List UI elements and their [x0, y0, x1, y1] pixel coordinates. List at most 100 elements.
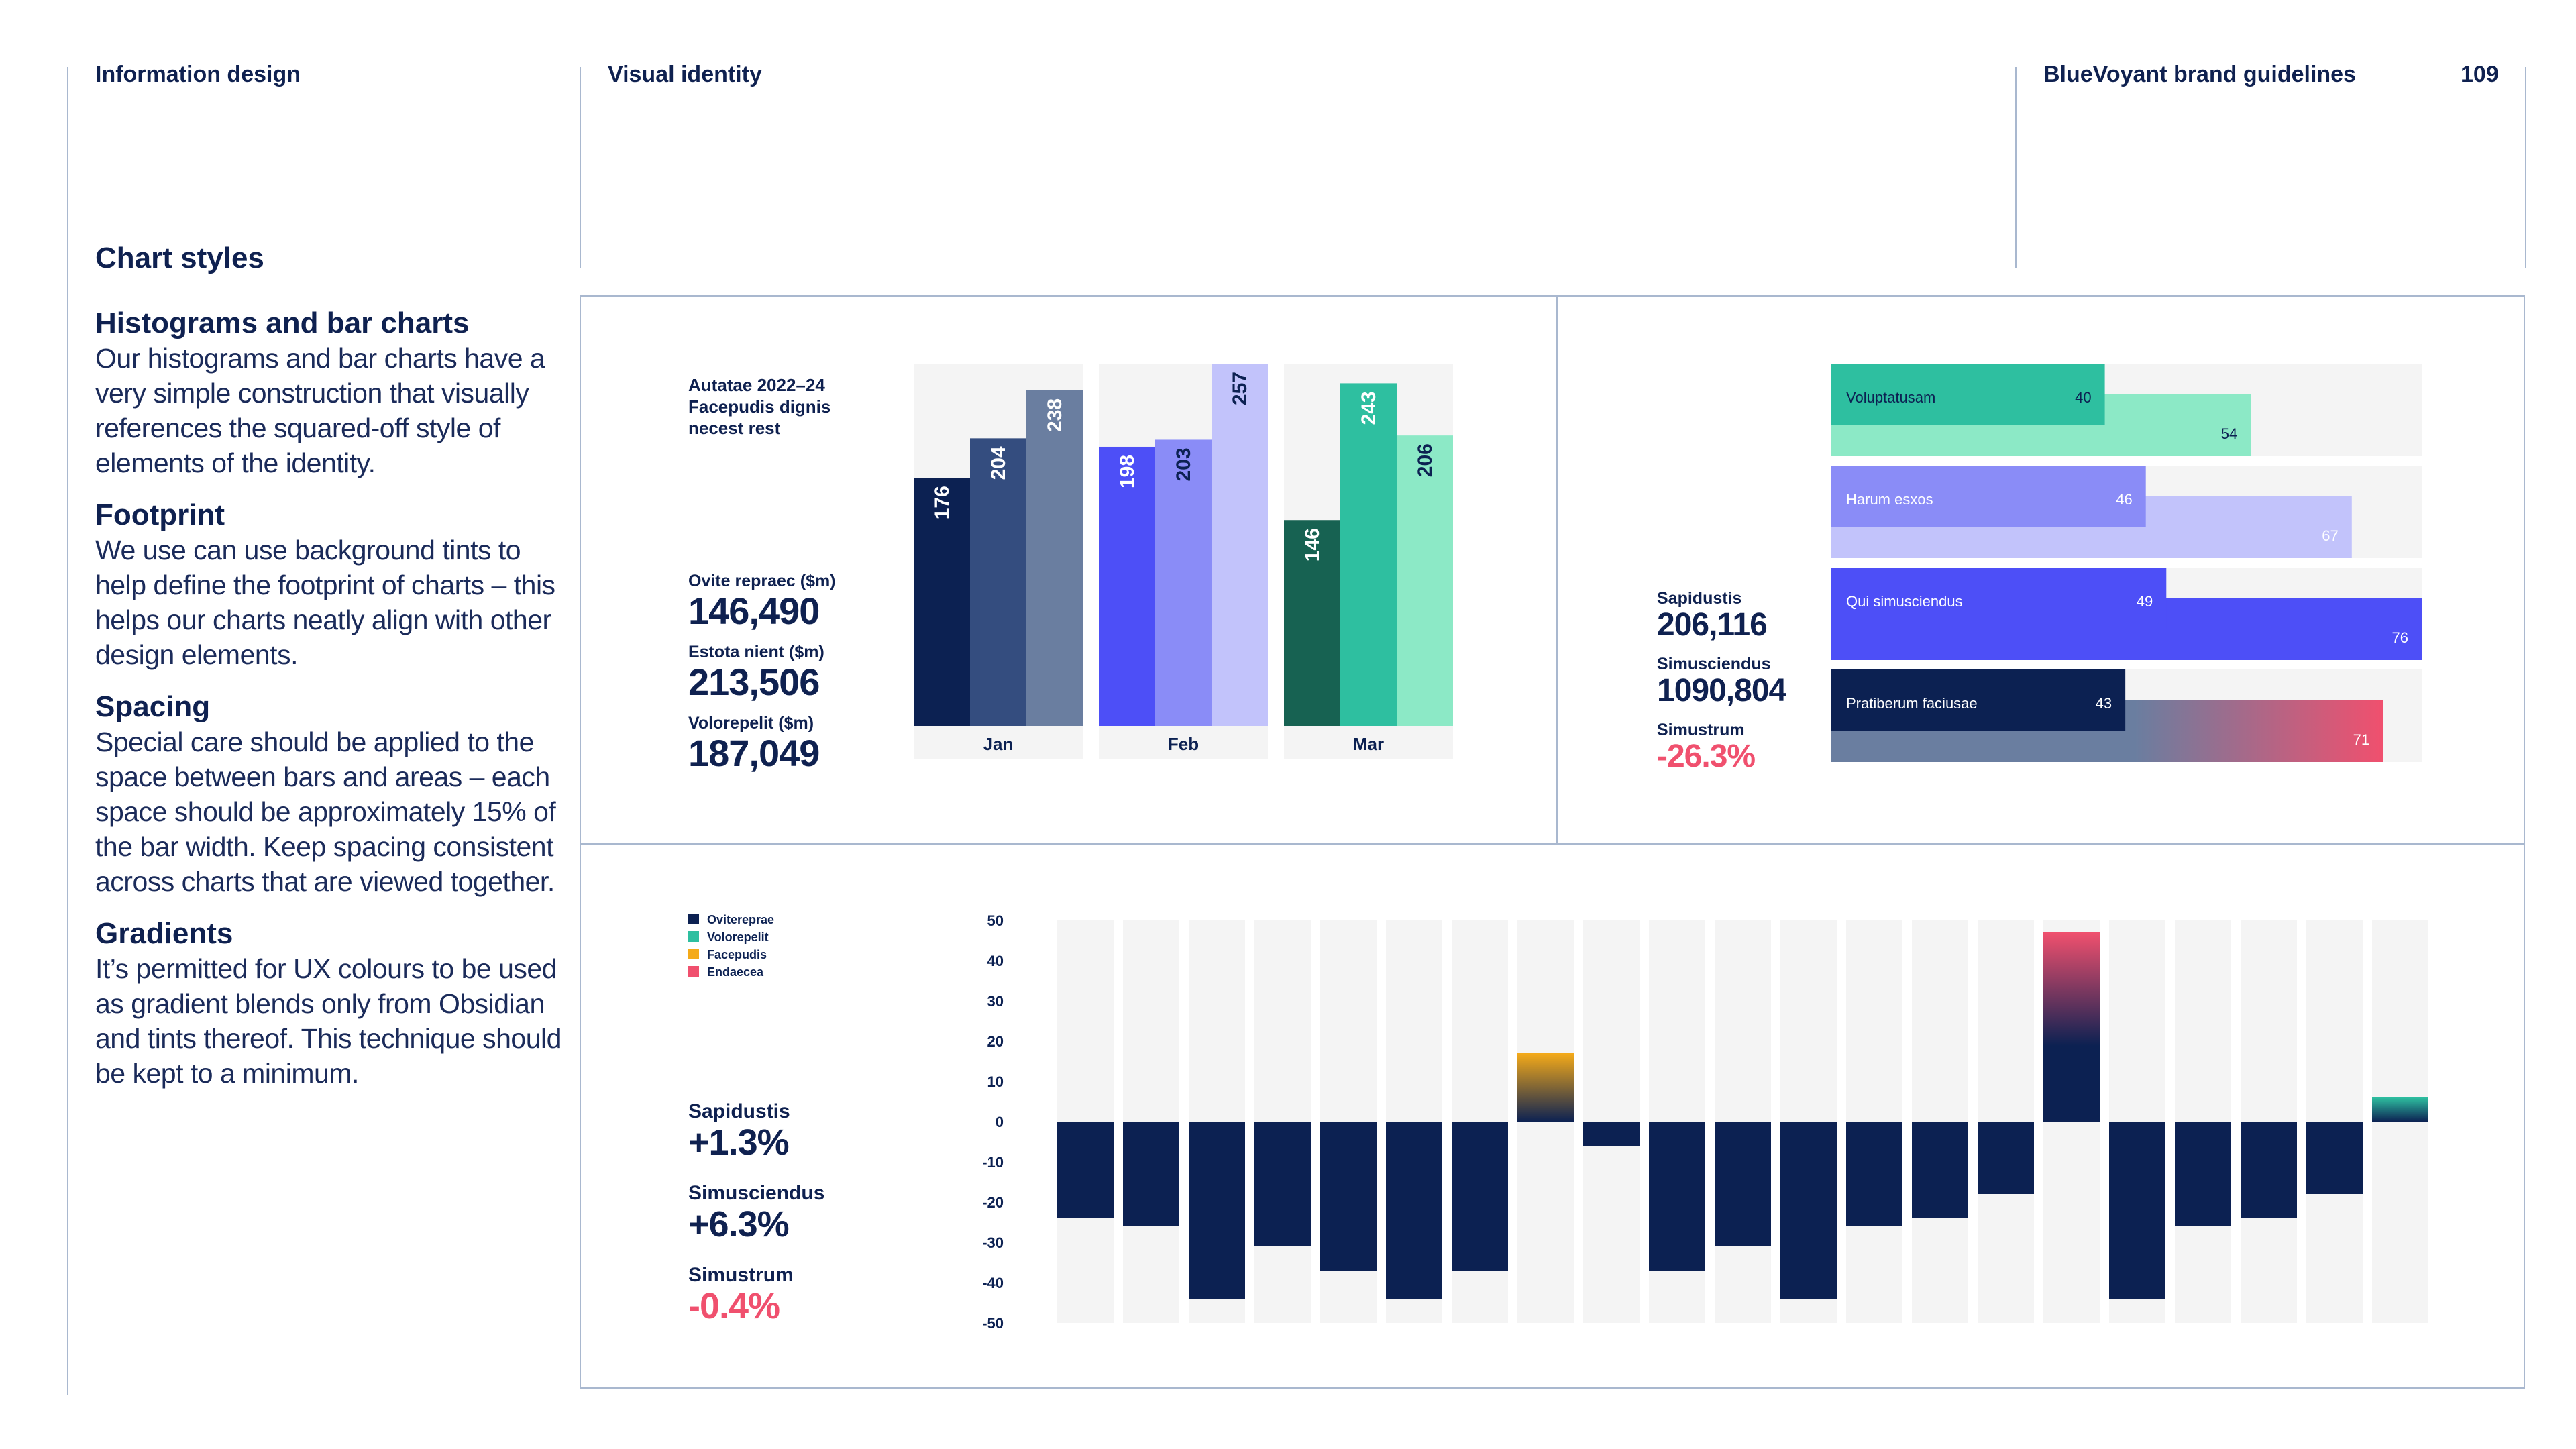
- category-label: Jan: [983, 734, 1014, 754]
- y-tick-label: 40: [987, 953, 1004, 969]
- bar: [2175, 1122, 2231, 1226]
- bar-value-label: 198: [1116, 455, 1138, 488]
- bar-value-label: 71: [2353, 731, 2369, 748]
- panel1-stat-value: 146,490: [688, 590, 820, 632]
- y-tick-label: -30: [982, 1234, 1004, 1251]
- bar: [1284, 520, 1340, 726]
- bar-label: Qui simusciendus: [1846, 593, 1963, 610]
- bar-value-label: 203: [1173, 447, 1195, 481]
- legend-swatch: [688, 966, 699, 977]
- panel3-stat-value: +1.3%: [688, 1122, 790, 1163]
- block-heading: Histograms and bar charts: [95, 307, 470, 339]
- rule-col3: [2015, 67, 2017, 268]
- y-tick-label: -10: [982, 1154, 1004, 1171]
- block-heading: Spacing: [95, 690, 211, 723]
- y-tick-label: -50: [982, 1315, 1004, 1330]
- bar: [914, 478, 970, 726]
- y-tick-label: 10: [987, 1073, 1004, 1090]
- bar: [1386, 1122, 1442, 1299]
- bar: [1026, 390, 1083, 726]
- frame-divider-vertical: [1556, 297, 1558, 843]
- bar: [1099, 446, 1155, 726]
- bar: [1212, 364, 1268, 726]
- panel3-stat-value: -0.4%: [688, 1286, 780, 1326]
- bar-value-label: 43: [2096, 695, 2112, 712]
- bar-value-label: 49: [2137, 593, 2153, 610]
- legend-label: Volorepelit: [707, 930, 769, 944]
- bar: [1254, 1122, 1311, 1246]
- legend-label: Ovitereprae: [707, 914, 774, 926]
- y-tick-label: 0: [996, 1114, 1004, 1130]
- bar: [1978, 1122, 2034, 1194]
- bar: [1517, 1053, 1574, 1122]
- bar-value-label: 46: [2116, 491, 2132, 508]
- panel1-stat-value: 187,049: [688, 732, 820, 774]
- page-number: 109: [2461, 62, 2499, 87]
- panel2-stat-value: 1090,804: [1657, 673, 1786, 708]
- chart-frame: Autatae 2022–24 Facepudis dignis necest …: [580, 295, 2525, 1389]
- bar-label: Harum esxos: [1846, 491, 1933, 508]
- bar-label: Pratiberum faciusae: [1846, 695, 1978, 712]
- bar: [1189, 1122, 1245, 1299]
- panel3-stat-label: Simustrum: [688, 1264, 794, 1286]
- panel1-title: Autatae 2022–24 Facepudis dignis necest …: [688, 375, 831, 438]
- sidebar: Chart styles Histograms and bar charts O…: [95, 241, 565, 1108]
- block-body: Our histograms and bar charts have a ver…: [95, 343, 545, 478]
- bar-value-label: 243: [1358, 391, 1380, 425]
- y-tick-label: -40: [982, 1275, 1004, 1291]
- y-tick-label: -20: [982, 1194, 1004, 1211]
- block-body: Special care should be applied to the sp…: [95, 727, 556, 897]
- legend-swatch: [688, 914, 699, 924]
- y-tick-label: 30: [987, 993, 1004, 1010]
- rule-col2: [580, 67, 581, 268]
- bar-value-label: 54: [2221, 425, 2237, 442]
- block-heading: Gradients: [95, 917, 233, 950]
- panel2-stat-value: 206,116: [1657, 607, 1768, 643]
- bar-value-label: 146: [1301, 528, 1324, 561]
- panel2-stat-value: -26.3%: [1657, 739, 1756, 774]
- block-body: It’s permitted for UX colours to be used…: [95, 953, 561, 1089]
- bar-primary: [1831, 466, 2146, 527]
- panel3-stat-value: +6.3%: [688, 1204, 790, 1244]
- bar: [1057, 1122, 1114, 1218]
- bar-value-label: 204: [987, 446, 1010, 480]
- horizontal-bar-chart: Voluptatusam 40 54 Harum esxos 46 67 Qui simus…: [1831, 364, 2422, 762]
- bar: [2043, 932, 2100, 1122]
- chart-styles-title: Chart styles: [95, 241, 264, 274]
- bar: [1846, 1122, 1902, 1226]
- panel1-stat-label: Ovite repraec ($m): [688, 572, 836, 590]
- bar-primary: [1831, 669, 2126, 731]
- legend: Ovitereprae Volorepelit Facepudis Endaecea: [688, 914, 774, 979]
- bar-value-label: 67: [2322, 527, 2338, 544]
- y-tick-label: 20: [987, 1033, 1004, 1050]
- bar: [1340, 383, 1397, 726]
- bar-value-label: 40: [2075, 389, 2091, 406]
- y-tick-label: 50: [987, 912, 1004, 929]
- block-body: We use can use background tints to help …: [95, 535, 555, 670]
- rule-right: [2525, 67, 2526, 268]
- panel3-stat-label: Sapidustis: [688, 1100, 790, 1122]
- legend-label: Endaecea: [707, 965, 764, 979]
- bar: [970, 438, 1026, 726]
- bar-primary: [1831, 568, 2167, 629]
- category-label: Mar: [1353, 734, 1384, 754]
- legend-swatch: [688, 931, 699, 942]
- bar-value-label: 176: [931, 486, 953, 519]
- panel2-stat-label: Simusciendus: [1657, 655, 1771, 674]
- panel1-stat-label: Estota nient ($m): [688, 643, 824, 661]
- bar: [1780, 1122, 1837, 1299]
- diverging-bar-chart: 50 40 30 20 10 0 -10 -20 -30 -40 -50: [982, 912, 2428, 1330]
- panel2-stat-label: Simustrum: [1657, 720, 1745, 739]
- panel3-stat-label: Simusciendus: [688, 1182, 825, 1204]
- bar: [1912, 1122, 1968, 1218]
- header-brand: BlueVoyant brand guidelines: [2043, 62, 2356, 87]
- bar: [2241, 1122, 2297, 1218]
- header-subsection: Visual identity: [608, 62, 762, 87]
- block-heading: Footprint: [95, 498, 225, 531]
- legend-swatch: [688, 949, 699, 959]
- panel1-stat-value: 213,506: [688, 661, 820, 703]
- bar-value-label: 257: [1229, 372, 1251, 405]
- bar: [1123, 1122, 1179, 1226]
- bar-value-label: 206: [1414, 443, 1436, 477]
- bar-primary: [1831, 364, 2105, 425]
